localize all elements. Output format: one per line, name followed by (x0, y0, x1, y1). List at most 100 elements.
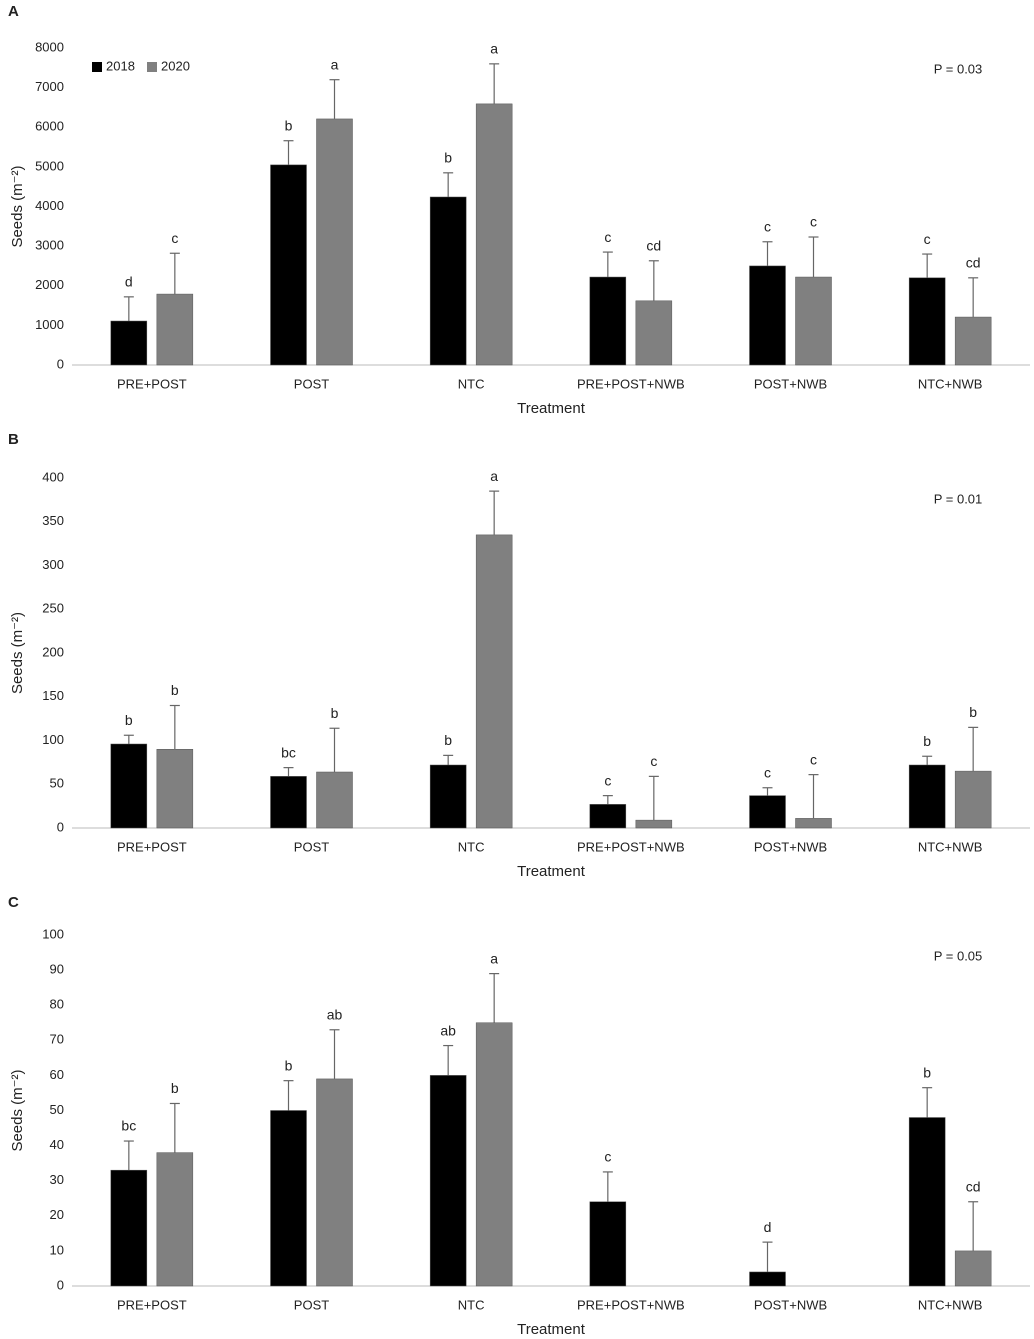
bar (110, 320, 148, 366)
y-tick-label: 6000 (35, 119, 64, 134)
bar (589, 804, 627, 829)
y-tick-label: 80 (50, 997, 64, 1012)
bar (954, 1250, 992, 1287)
x-tick-label: NTC (458, 839, 485, 854)
bar (908, 277, 946, 366)
y-tick-label: 400 (42, 469, 64, 484)
y-tick-label: 0 (57, 819, 64, 834)
x-tick-label: NTC+NWB (918, 376, 983, 391)
significance-letter: d (125, 274, 133, 290)
bar (270, 164, 307, 366)
x-tick-label: PRE+POST+NWB (577, 376, 685, 391)
x-tick-label: POST+NWB (754, 376, 827, 391)
significance-letter: a (490, 468, 498, 484)
y-tick-label: 60 (50, 1067, 64, 1082)
significance-letter: c (764, 218, 771, 234)
x-tick-label: PRE+POST (117, 1297, 187, 1312)
significance-letter: c (604, 772, 611, 788)
bar (954, 770, 992, 829)
x-axis-label: Treatment (517, 863, 586, 880)
x-axis-label: Treatment (517, 400, 586, 417)
x-tick-label: POST+NWB (754, 839, 827, 854)
significance-letter: d (764, 1219, 772, 1235)
y-tick-label: 150 (42, 688, 64, 703)
y-tick-label: 1000 (35, 317, 64, 332)
y-tick-label: 250 (42, 601, 64, 616)
bar (635, 300, 673, 366)
significance-letter: a (490, 41, 498, 57)
significance-letter: b (285, 1057, 293, 1073)
bar (908, 764, 946, 829)
bar (156, 1152, 194, 1287)
bar (270, 776, 307, 829)
significance-letter: c (810, 751, 817, 767)
x-tick-label: POST (294, 376, 329, 391)
y-tick-label: 350 (42, 513, 64, 528)
y-tick-label: 90 (50, 962, 64, 977)
bar (589, 276, 627, 366)
significance-letter: ab (327, 1006, 343, 1022)
bar (475, 103, 513, 366)
y-tick-label: 0 (57, 1277, 64, 1292)
y-axis-label: Seeds (m⁻²) (9, 165, 26, 247)
bar (795, 818, 832, 829)
bar (316, 118, 353, 366)
x-tick-label: POST+NWB (754, 1297, 827, 1312)
x-tick-label: NTC+NWB (918, 839, 983, 854)
significance-letter: b (969, 704, 977, 720)
significance-letter: cd (646, 237, 661, 253)
significance-letter: a (490, 950, 498, 966)
x-tick-label: PRE+POST (117, 376, 187, 391)
bar (908, 1117, 946, 1287)
legend-swatch (147, 62, 157, 72)
y-tick-label: 5000 (35, 158, 64, 173)
significance-letter: b (444, 732, 452, 748)
bar (954, 316, 992, 366)
y-tick-label: 4000 (35, 198, 64, 213)
y-tick-label: 20 (50, 1207, 64, 1222)
significance-letter: c (650, 753, 657, 769)
x-tick-label: NTC+NWB (918, 1297, 983, 1312)
bar (316, 771, 353, 829)
bar (749, 1271, 786, 1287)
y-axis-label: Seeds (m⁻²) (9, 612, 26, 694)
significance-letter: cd (966, 1178, 981, 1194)
significance-letter: bc (121, 1118, 136, 1134)
x-tick-label: NTC (458, 1297, 485, 1312)
x-tick-label: PRE+POST+NWB (577, 839, 685, 854)
significance-letter: bc (281, 744, 296, 760)
significance-letter: c (810, 214, 817, 230)
bar (110, 743, 148, 829)
y-tick-label: 3000 (35, 238, 64, 253)
significance-letter: c (924, 231, 931, 247)
x-tick-label: NTC (458, 376, 485, 391)
bar (795, 276, 832, 366)
legend-label: 2018 (106, 58, 135, 73)
bar (110, 1169, 148, 1287)
y-tick-label: 7000 (35, 79, 64, 94)
bar (475, 534, 513, 829)
y-tick-label: 70 (50, 1032, 64, 1047)
significance-letter: ab (440, 1022, 456, 1038)
legend-swatch (92, 62, 102, 72)
y-tick-label: 30 (50, 1172, 64, 1187)
y-tick-label: 0 (57, 356, 64, 371)
p-value: P = 0.03 (934, 61, 983, 76)
x-tick-label: PRE+POST (117, 839, 187, 854)
y-tick-label: 200 (42, 644, 64, 659)
x-axis-label: Treatment (517, 1321, 586, 1338)
bar (749, 265, 786, 366)
x-tick-label: POST (294, 1297, 329, 1312)
significance-letter: c (604, 229, 611, 245)
significance-letter: b (923, 733, 931, 749)
significance-letter: b (125, 712, 133, 728)
legend-label: 2020 (161, 58, 190, 73)
y-tick-label: 100 (42, 926, 64, 941)
bar (429, 1075, 467, 1287)
bar (589, 1201, 627, 1287)
significance-letter: b (285, 117, 293, 133)
y-tick-label: 50 (50, 776, 64, 791)
panel-label: B (8, 431, 19, 448)
panel-label: A (8, 3, 19, 20)
